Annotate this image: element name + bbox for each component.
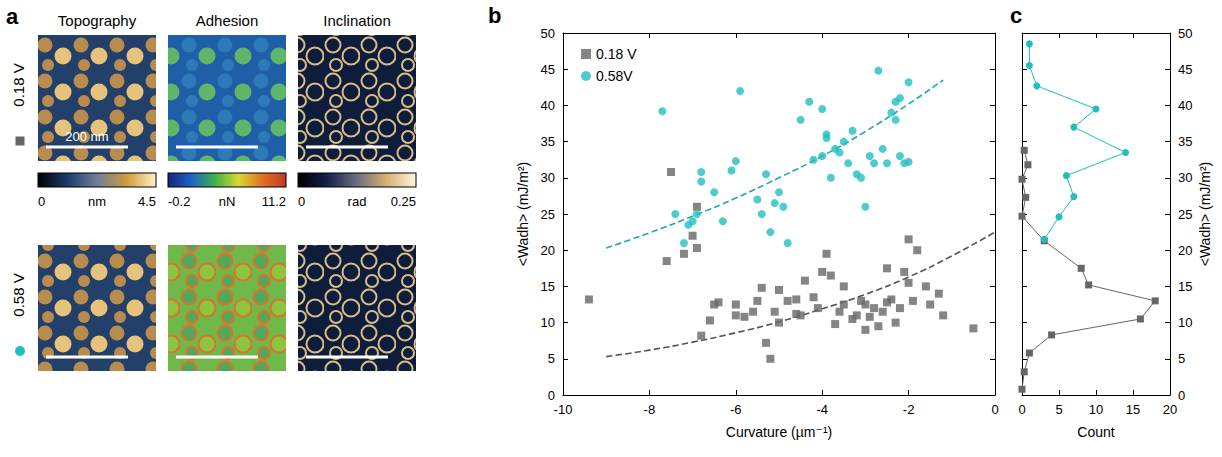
svg-text:0: 0 — [298, 194, 305, 209]
svg-text:Curvature (µm⁻¹): Curvature (µm⁻¹) — [726, 424, 832, 440]
svg-text:10: 10 — [541, 315, 555, 330]
svg-text:10: 10 — [1089, 402, 1103, 417]
svg-text:nN: nN — [219, 194, 236, 209]
svg-text:0: 0 — [1178, 388, 1185, 403]
svg-text:0.18 V: 0.18 V — [10, 63, 27, 106]
svg-text:Topography: Topography — [58, 12, 137, 29]
svg-text:20: 20 — [541, 243, 555, 258]
svg-text:rad: rad — [348, 194, 367, 209]
svg-text:<Wadh> (mJ/m²): <Wadh> (mJ/m²) — [1197, 162, 1213, 267]
svg-text:5: 5 — [548, 351, 555, 366]
svg-text:50: 50 — [1178, 26, 1192, 41]
svg-text:Inclination: Inclination — [323, 12, 391, 29]
svg-text:-0.2: -0.2 — [168, 194, 190, 209]
svg-text:45: 45 — [541, 62, 555, 77]
svg-text:200 nm: 200 nm — [65, 129, 108, 144]
svg-text:b: b — [488, 3, 501, 28]
svg-text:0.25: 0.25 — [391, 194, 416, 209]
svg-text:Adhesion: Adhesion — [196, 12, 259, 29]
svg-text:0.58 V: 0.58 V — [10, 273, 27, 316]
svg-text:0: 0 — [548, 388, 555, 403]
svg-text:-10: -10 — [554, 402, 573, 417]
svg-text:0: 0 — [38, 194, 45, 209]
svg-text:45: 45 — [1178, 62, 1192, 77]
svg-text:0.58V: 0.58V — [596, 68, 633, 84]
svg-text:11.2: 11.2 — [262, 194, 286, 209]
svg-text:Count: Count — [1077, 424, 1114, 440]
svg-text:30: 30 — [1178, 170, 1192, 185]
svg-text:10: 10 — [1178, 315, 1192, 330]
svg-text:20: 20 — [1163, 402, 1177, 417]
svg-text:25: 25 — [541, 207, 555, 222]
svg-text:15: 15 — [1178, 279, 1192, 294]
svg-text:-6: -6 — [730, 402, 742, 417]
svg-text:5: 5 — [1055, 402, 1062, 417]
svg-text:0.18 V: 0.18 V — [596, 46, 637, 62]
svg-text:35: 35 — [541, 134, 555, 149]
svg-text:15: 15 — [1126, 402, 1140, 417]
svg-text:25: 25 — [1178, 207, 1192, 222]
svg-text:c: c — [1010, 3, 1022, 28]
svg-text:4.5: 4.5 — [138, 194, 156, 209]
svg-text:0: 0 — [991, 402, 998, 417]
svg-text:0: 0 — [1018, 402, 1025, 417]
svg-text:nm: nm — [88, 194, 106, 209]
svg-text:40: 40 — [541, 98, 555, 113]
svg-text:-2: -2 — [903, 402, 915, 417]
svg-text:20: 20 — [1178, 243, 1192, 258]
svg-text:50: 50 — [541, 26, 555, 41]
svg-text:5: 5 — [1178, 351, 1185, 366]
svg-text:15: 15 — [541, 279, 555, 294]
svg-text:-8: -8 — [644, 402, 656, 417]
svg-text:30: 30 — [541, 170, 555, 185]
svg-text:40: 40 — [1178, 98, 1192, 113]
svg-text:a: a — [6, 4, 19, 29]
svg-text:35: 35 — [1178, 134, 1192, 149]
svg-text:-4: -4 — [816, 402, 828, 417]
svg-text:<Wadh> (mJ/m²): <Wadh> (mJ/m²) — [515, 162, 531, 267]
